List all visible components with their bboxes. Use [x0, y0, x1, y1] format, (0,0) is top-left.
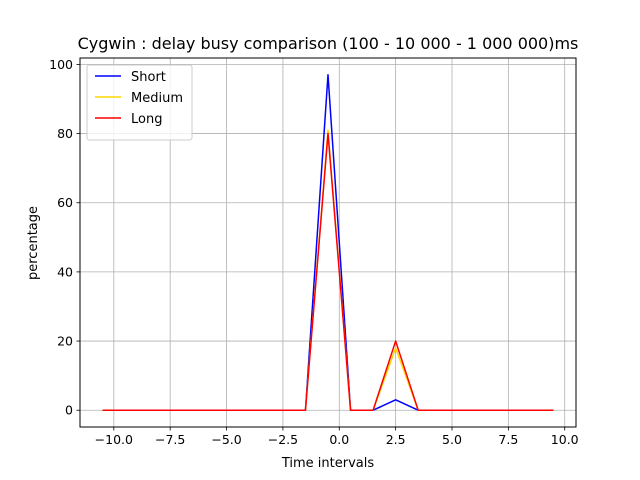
x-tick-label: −2.5: [268, 432, 298, 447]
x-tick-label: −7.5: [155, 432, 185, 447]
x-tick-label: −10.0: [95, 432, 133, 447]
legend-label-long: Long: [131, 112, 162, 127]
chart-title: Cygwin : delay busy comparison (100 - 10…: [78, 34, 579, 53]
x-tick-label: 10.0: [551, 432, 579, 447]
x-tick-label: 0.0: [329, 432, 349, 447]
legend: Short Medium Long: [86, 64, 193, 141]
y-tick-label: 80: [57, 126, 73, 141]
y-tick-label: 20: [57, 334, 73, 349]
x-axis: −10.0 −7.5 −5.0 −2.5 0.0 2.5 5.0 7.5 10.0: [95, 427, 579, 447]
legend-box: [86, 64, 193, 141]
series-lines: [102, 74, 554, 411]
series-line-long: [102, 132, 554, 411]
legend-label-short: Short: [131, 70, 166, 85]
y-axis-label: percentage: [26, 206, 41, 280]
y-tick-label: 60: [57, 195, 73, 210]
x-tick-label: 2.5: [386, 432, 406, 447]
grid: [80, 58, 576, 427]
y-tick-label: 0: [65, 403, 73, 418]
x-tick-label: −5.0: [211, 432, 241, 447]
x-tick-label: 7.5: [498, 432, 518, 447]
y-axis: 0 20 40 60 80 100: [49, 57, 80, 418]
y-tick-label: 100: [49, 57, 73, 72]
plot-frame: [79, 57, 577, 428]
x-tick-label: 5.0: [442, 432, 462, 447]
legend-label-medium: Medium: [131, 91, 183, 106]
y-tick-label: 40: [57, 264, 73, 279]
x-axis-label: Time intervals: [281, 456, 375, 471]
